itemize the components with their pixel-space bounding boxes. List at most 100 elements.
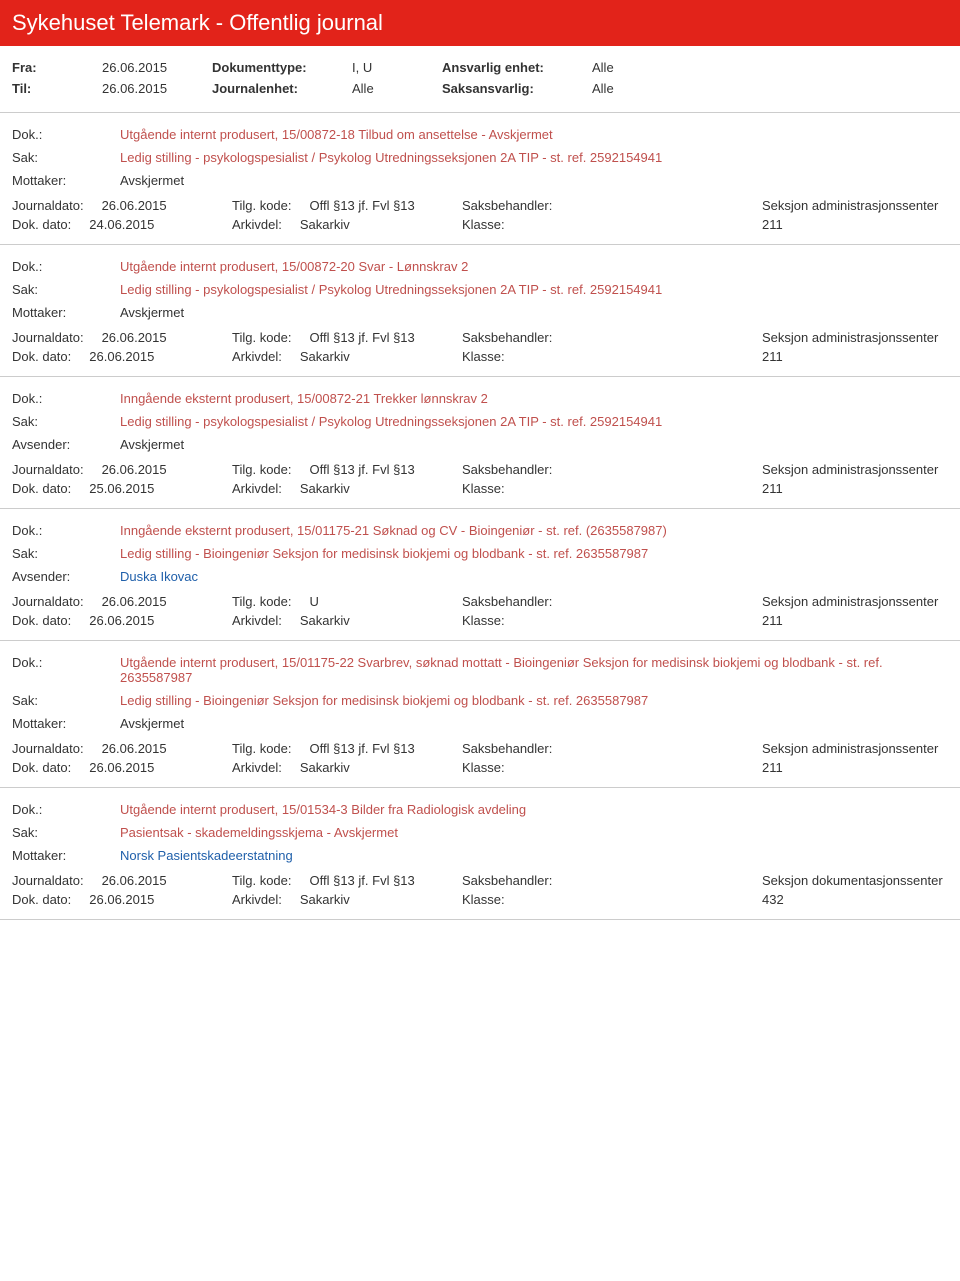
sak-row: Sak:Ledig stilling - psykologspesialist … — [12, 282, 948, 297]
dok-label: Dok.: — [12, 655, 120, 685]
journal-entry: Dok.:Inngående eksternt produsert, 15/00… — [0, 377, 960, 509]
arkivdel-label: Arkivdel: — [232, 760, 282, 775]
sak-value: Ledig stilling - Bioingeniør Seksjon for… — [120, 693, 948, 708]
page-title: Sykehuset Telemark - Offentlig journal — [12, 10, 383, 35]
tilgkode-label: Tilg. kode: — [232, 873, 292, 888]
arkivdel-label: Arkivdel: — [232, 349, 282, 364]
tilgkode-value: Offl §13 jf. Fvl §13 — [310, 198, 415, 213]
entries-container: Dok.: Utgående internt produsert, 15/0087… — [0, 113, 960, 920]
dok-value: Utgående internt produsert, 15/01534-3 B… — [120, 802, 948, 817]
party-label: Mottaker: — [12, 848, 120, 863]
party-row: Mottaker:Avskjermet — [12, 716, 948, 731]
arkivdel-label: Arkivdel: — [232, 481, 282, 496]
tilgkode-value: Offl §13 jf. Fvl §13 — [310, 741, 415, 756]
sak-value: Ledig stilling - psykologspesialist / Ps… — [120, 282, 948, 297]
til-value: 26.06.2015 — [102, 81, 212, 96]
tilgkode-value: U — [310, 594, 319, 609]
meta-row-1: Fra: 26.06.2015 Dokumenttype: I, U Ansva… — [12, 60, 948, 75]
tilgkode-value: Offl §13 jf. Fvl §13 — [310, 462, 415, 477]
journal-entry: Dok.:Inngående eksternt produsert, 15/01… — [0, 509, 960, 641]
arkivdel-value: Sakarkiv — [300, 613, 350, 628]
klasse-value: 211 — [762, 760, 783, 775]
journaldato-label: Journaldato: — [12, 594, 84, 609]
sak-row: Sak:Ledig stilling - psykologspesialist … — [12, 150, 948, 165]
saksbehandler-value: Seksjon administrasjonssenter — [762, 594, 938, 609]
dok-value: Inngående eksternt produsert, 15/01175-2… — [120, 523, 948, 538]
dokdato-label: Dok. dato: — [12, 481, 71, 496]
tilgkode-label: Tilg. kode: — [232, 741, 292, 756]
dok-value: Utgående internt produsert, 15/00872-18 … — [120, 127, 948, 142]
klasse-value: 211 — [762, 349, 783, 364]
klasse-value: 211 — [762, 481, 783, 496]
party-row: Mottaker:Avskjermet — [12, 173, 948, 188]
saksbehandler-label: Saksbehandler: — [462, 462, 552, 477]
party-label: Mottaker: — [12, 305, 120, 320]
sak-row: Sak:Ledig stilling - Bioingeniør Seksjon… — [12, 546, 948, 561]
dok-label: Dok.: — [12, 391, 120, 406]
party-row: Avsender:Duska Ikovac — [12, 569, 948, 584]
doktype-value: I, U — [352, 60, 442, 75]
detail-row-2: Dok. dato:26.06.2015Arkivdel:SakarkivKla… — [12, 760, 948, 775]
party-row: Mottaker:Norsk Pasientskadeerstatning — [12, 848, 948, 863]
dokdato-value: 26.06.2015 — [89, 892, 154, 907]
dok-row: Dok.:Utgående internt produsert, 15/0087… — [12, 127, 948, 142]
dokdato-value: 26.06.2015 — [89, 613, 154, 628]
dok-row: Dok.:Inngående eksternt produsert, 15/01… — [12, 523, 948, 538]
party-row: Mottaker:Avskjermet — [12, 305, 948, 320]
arkivdel-label: Arkivdel: — [232, 892, 282, 907]
dok-value: Utgående internt produsert, 15/01175-22 … — [120, 655, 948, 685]
fra-value: 26.06.2015 — [102, 60, 212, 75]
ansvarlig-label: Ansvarlig enhet: — [442, 60, 592, 75]
journaldato-label: Journaldato: — [12, 198, 84, 213]
dokdato-label: Dok. dato: — [12, 892, 71, 907]
tilgkode-label: Tilg. kode: — [232, 462, 292, 477]
detail-row-2: Dok. dato:26.06.2015Arkivdel:SakarkivKla… — [12, 349, 948, 364]
arkivdel-value: Sakarkiv — [300, 349, 350, 364]
sak-label: Sak: — [12, 693, 120, 708]
dok-label: Dok.: — [12, 523, 120, 538]
arkivdel-value: Sakarkiv — [300, 481, 350, 496]
journaldato-label: Journaldato: — [12, 873, 84, 888]
dokdato-value: 25.06.2015 — [89, 481, 154, 496]
klasse-value: 211 — [762, 217, 783, 232]
tilgkode-value: Offl §13 jf. Fvl §13 — [310, 330, 415, 345]
dok-row: Dok.:Utgående internt produsert, 15/0117… — [12, 655, 948, 685]
dokdato-label: Dok. dato: — [12, 217, 71, 232]
dok-label: Dok.: — [12, 259, 120, 274]
meta-row-2: Til: 26.06.2015 Journalenhet: Alle Saksa… — [12, 81, 948, 96]
klasse-label: Klasse: — [462, 481, 505, 496]
saksbehandler-label: Saksbehandler: — [462, 741, 552, 756]
journal-entry: Dok.:Utgående internt produsert, 15/0153… — [0, 788, 960, 920]
dokdato-label: Dok. dato: — [12, 613, 71, 628]
journaldato-value: 26.06.2015 — [102, 462, 167, 477]
dokdato-label: Dok. dato: — [12, 760, 71, 775]
saksbehandler-value: Seksjon administrasjonssenter — [762, 198, 938, 213]
journaldato-value: 26.06.2015 — [102, 594, 167, 609]
sak-row: Sak:Ledig stilling - Bioingeniør Seksjon… — [12, 693, 948, 708]
dok-value: Inngående eksternt produsert, 15/00872-2… — [120, 391, 948, 406]
klasse-label: Klasse: — [462, 217, 505, 232]
saksbehandler-label: Saksbehandler: — [462, 594, 552, 609]
dokdato-value: 26.06.2015 — [89, 349, 154, 364]
dokdato-value: 26.06.2015 — [89, 760, 154, 775]
klasse-label: Klasse: — [462, 349, 505, 364]
saksbehandler-label: Saksbehandler: — [462, 330, 552, 345]
journalenhet-value: Alle — [352, 81, 442, 96]
arkivdel-value: Sakarkiv — [300, 760, 350, 775]
journaldato-label: Journaldato: — [12, 330, 84, 345]
dokdato-value: 24.06.2015 — [89, 217, 154, 232]
ansvarlig-value: Alle — [592, 60, 614, 75]
saksbehandler-value: Seksjon administrasjonssenter — [762, 741, 938, 756]
party-value: Duska Ikovac — [120, 569, 948, 584]
arkivdel-value: Sakarkiv — [300, 892, 350, 907]
sak-value: Ledig stilling - psykologspesialist / Ps… — [120, 150, 948, 165]
party-label: Mottaker: — [12, 173, 120, 188]
detail-row-1: Journaldato:26.06.2015Tilg. kode:Offl §1… — [12, 741, 948, 756]
tilgkode-value: Offl §13 jf. Fvl §13 — [310, 873, 415, 888]
klasse-label: Klasse: — [462, 892, 505, 907]
party-value: Norsk Pasientskadeerstatning — [120, 848, 948, 863]
journaldato-value: 26.06.2015 — [102, 873, 167, 888]
party-value: Avskjermet — [120, 305, 948, 320]
sak-value: Pasientsak - skademeldingsskjema - Avskj… — [120, 825, 948, 840]
party-label: Avsender: — [12, 437, 120, 452]
